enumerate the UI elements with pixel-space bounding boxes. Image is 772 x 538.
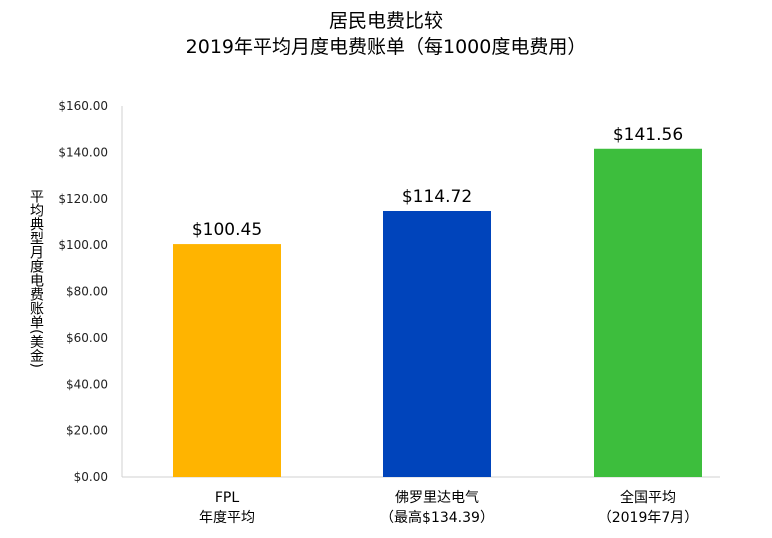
category-sublabel: （最高$134.39） [380, 509, 494, 526]
data-label: $114.72 [402, 187, 472, 207]
category-label: 全国平均 [620, 489, 676, 506]
y-axis-label: 平均典型月度电费账单(美金) [28, 189, 44, 368]
y-tick-label: $160.00 [58, 99, 108, 113]
bar [173, 244, 281, 477]
y-tick-label: $0.00 [74, 470, 108, 484]
data-label: $100.45 [192, 220, 262, 240]
bar [383, 210, 491, 478]
category-label: 佛罗里达电气 [395, 490, 479, 506]
category-label: FPL [215, 490, 239, 506]
data-label: $141.56 [613, 125, 683, 145]
y-tick-label: $20.00 [66, 424, 108, 438]
chart-subtitle: 2019年平均月度电费账单（每1000度电费用） [186, 36, 587, 58]
y-tick-label: $40.00 [66, 377, 108, 391]
y-tick-label: $80.00 [66, 285, 108, 299]
y-tick-label: $120.00 [58, 192, 108, 206]
category-sublabel: 年度平均 [199, 510, 255, 526]
bar [594, 148, 702, 477]
chart-title: 居民电费比较 [329, 10, 443, 32]
y-tick-label: $100.00 [58, 238, 108, 252]
y-tick-label: $60.00 [66, 331, 108, 345]
category-sublabel: （2019年7月） [598, 510, 699, 526]
y-tick-label: $140.00 [58, 145, 108, 159]
